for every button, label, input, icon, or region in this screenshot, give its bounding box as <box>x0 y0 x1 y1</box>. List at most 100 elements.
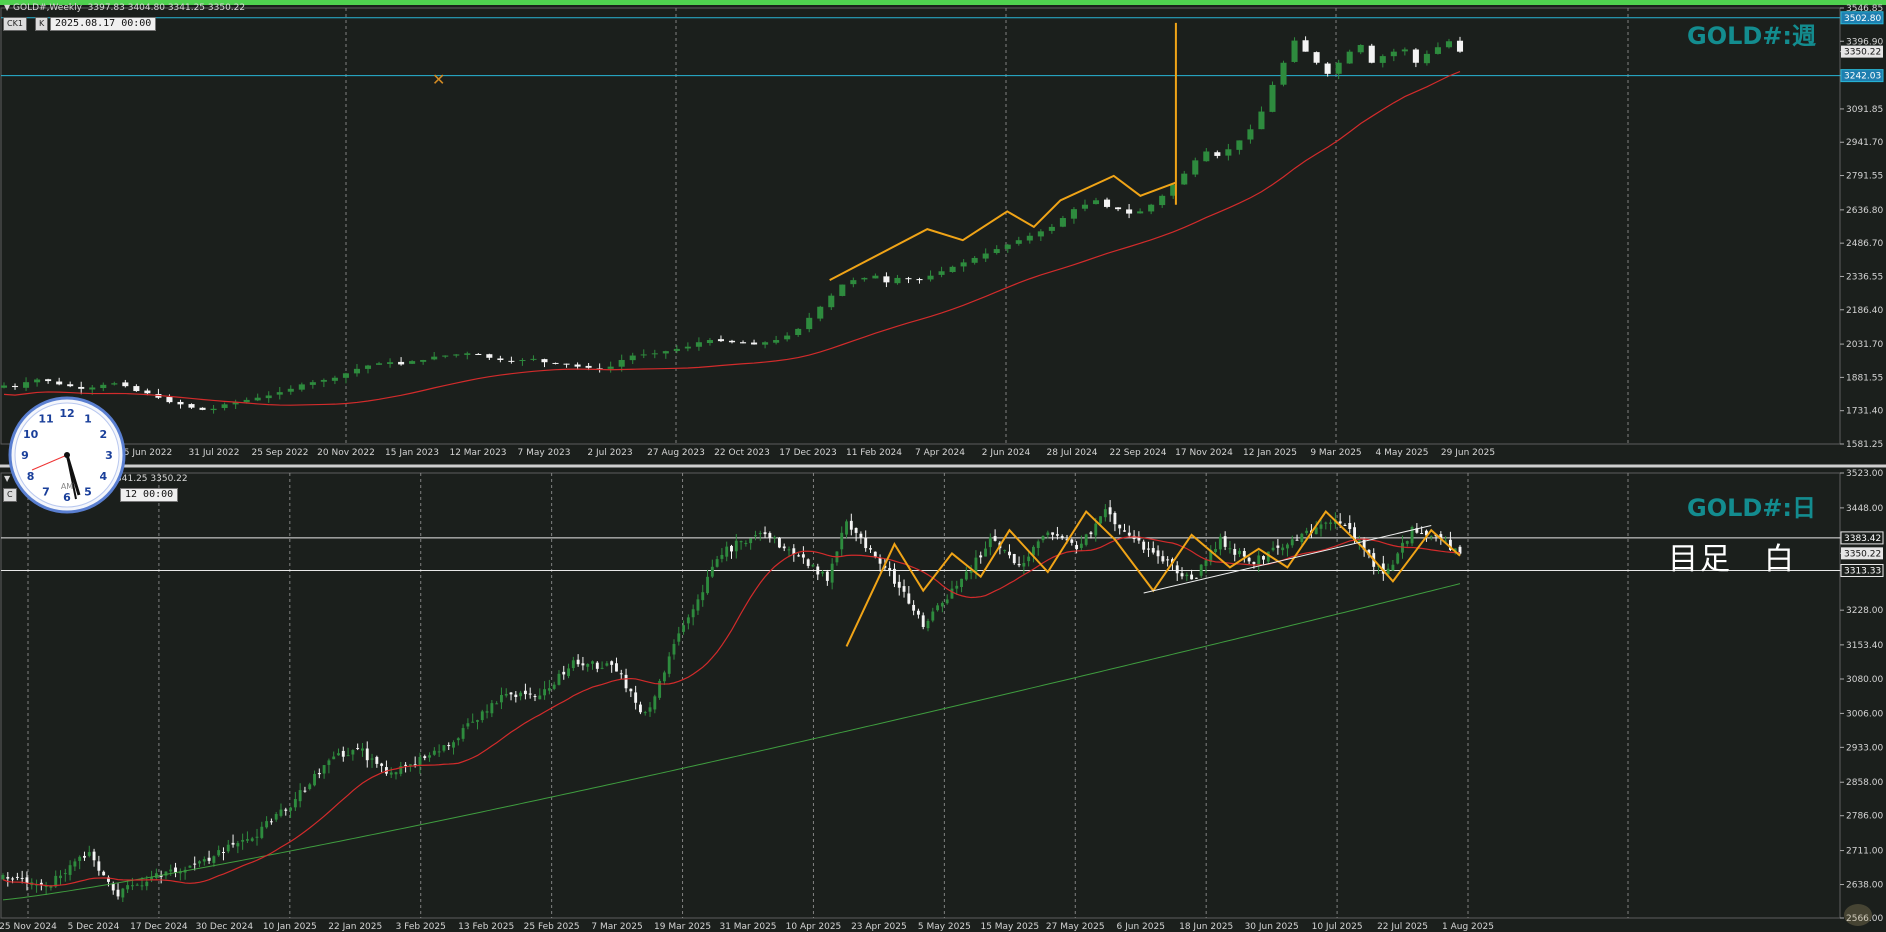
candle-body <box>634 692 638 703</box>
candle-body <box>629 688 633 692</box>
candle-body <box>538 695 542 700</box>
candle-body <box>1281 547 1285 551</box>
candle-body <box>974 557 978 573</box>
collapse-triangle-icon[interactable]: ▼ <box>4 3 11 12</box>
candle-body <box>375 756 379 764</box>
candle-body <box>1448 539 1452 550</box>
candle-body <box>806 559 810 566</box>
collapse-triangle-icon[interactable]: ▼ <box>4 474 11 483</box>
candle-body <box>861 277 868 280</box>
candle-body <box>595 662 599 669</box>
k-button[interactable]: K <box>35 17 49 31</box>
crosshair-star-icon[interactable]: ✕ <box>432 70 446 89</box>
candle-body <box>432 750 436 755</box>
ck1-button[interactable]: CK1 <box>3 17 27 31</box>
candle-body <box>1329 522 1333 524</box>
candle-body <box>715 559 719 567</box>
candle-body <box>11 878 15 880</box>
candle-body <box>695 342 702 347</box>
candle-body <box>331 377 338 381</box>
candle-body <box>1458 546 1462 554</box>
candle-body <box>1225 149 1232 156</box>
candle-body <box>1204 560 1208 566</box>
candle-body <box>97 861 101 871</box>
candle-body <box>73 861 77 867</box>
candle-body <box>485 711 489 713</box>
candle-body <box>452 742 455 748</box>
candle-body <box>1059 218 1066 227</box>
candle-body <box>902 586 906 592</box>
candle-body <box>869 548 872 550</box>
candle-body <box>1113 512 1117 525</box>
x-tick-label: 15 May 2025 <box>980 922 1039 932</box>
candle-body <box>1262 556 1265 560</box>
candle-body <box>269 821 273 823</box>
candle-body <box>1185 574 1189 577</box>
weekly-chart-panel: 5 Jun 2022 31 Jul 2022 25 Sep 2022 20 Nov 2… <box>0 4 1884 458</box>
candle-body <box>418 756 422 766</box>
y-tick-label: 2336.55 <box>1846 272 1883 282</box>
y-tick-label: 1881.55 <box>1846 373 1883 383</box>
candle-body <box>1218 536 1222 550</box>
weekly-date-stamp: 2025.08.17 00:00 <box>50 17 157 31</box>
y-tick-label: 2638.00 <box>1846 881 1883 891</box>
candle-body <box>111 883 115 891</box>
candle-body <box>1295 539 1299 541</box>
candle-body <box>102 871 106 876</box>
candle-body <box>309 382 316 385</box>
candle-body <box>44 885 48 887</box>
plot-frame <box>0 7 1841 445</box>
candle-body <box>78 386 85 389</box>
candle-body <box>116 889 120 897</box>
x-tick-label: 31 Jul 2022 <box>189 448 240 458</box>
candle-body <box>907 593 911 604</box>
candle-body <box>1439 534 1443 540</box>
candle-body <box>734 540 738 552</box>
candle-body <box>1257 555 1261 566</box>
candle-body <box>872 275 879 279</box>
candle-body <box>640 354 647 356</box>
candle-body <box>926 620 930 629</box>
candle-body <box>466 723 470 727</box>
x-tick-label: 3 Feb 2025 <box>396 922 446 932</box>
candle-body <box>749 538 753 544</box>
candle-body <box>11 385 19 388</box>
x-tick-label: 25 Nov 2024 <box>0 922 57 932</box>
candle-body <box>332 756 336 760</box>
x-tick-label: 4 May 2025 <box>1376 448 1429 458</box>
candle-body <box>828 295 835 308</box>
candle-body <box>1266 551 1270 562</box>
candle-body <box>1094 523 1098 536</box>
candle-body <box>586 664 590 667</box>
candle-body <box>212 856 216 863</box>
candle-body <box>1290 539 1294 546</box>
candle-body <box>447 745 451 747</box>
candle-body <box>0 385 8 388</box>
candle-body <box>1302 40 1309 52</box>
candle-body <box>1108 507 1112 515</box>
candle-body <box>154 873 158 878</box>
candle-body <box>1280 62 1287 85</box>
candle-body <box>133 386 140 392</box>
candle-body <box>817 306 824 319</box>
c-button[interactable]: C <box>3 488 17 502</box>
candle-body <box>370 758 374 760</box>
candle-body <box>706 340 713 344</box>
candle-body <box>888 568 892 571</box>
candle-body <box>673 348 680 352</box>
candle-body <box>988 537 992 548</box>
candle-body <box>231 842 235 845</box>
candle-body <box>509 692 513 695</box>
candle-body <box>795 328 802 336</box>
candle-body <box>1175 565 1179 574</box>
candle-body <box>164 871 168 876</box>
candle-body <box>672 643 676 655</box>
candle-body <box>1415 528 1419 533</box>
candle-body <box>523 690 527 695</box>
candle-body <box>1070 209 1077 219</box>
moving-average-red <box>3 70 1461 406</box>
candle-body <box>1127 532 1131 536</box>
candle-body <box>1367 549 1371 556</box>
